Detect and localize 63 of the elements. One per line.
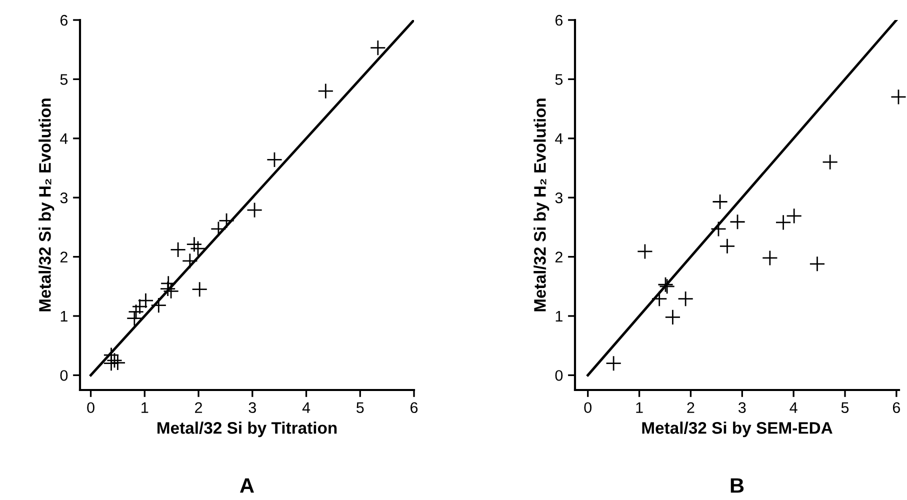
x-tick-label: 3 <box>738 402 746 414</box>
x-tick-label: 4 <box>302 402 310 413</box>
point <box>318 83 334 100</box>
point <box>106 352 122 368</box>
point <box>890 88 906 105</box>
y-tick-label: 1 <box>60 311 68 322</box>
point <box>163 283 180 300</box>
x-tick-label: 4 <box>790 402 798 413</box>
x-tick-label: 6 <box>410 402 418 414</box>
y-tick-label: 0 <box>555 370 563 381</box>
x-tick-label: 1 <box>636 402 643 413</box>
point <box>710 221 726 237</box>
x-tick-label: 6 <box>892 402 900 414</box>
point <box>730 214 746 230</box>
x-tick-label: 5 <box>356 402 364 414</box>
x-tick-label: 2 <box>687 402 694 413</box>
y-tick-label: 6 <box>60 14 68 26</box>
x-tick-label: 5 <box>841 402 849 414</box>
x-tick-label: 0 <box>87 402 94 414</box>
y-tick-label: 1 <box>556 311 562 322</box>
x-tick-label: 2 <box>195 402 202 413</box>
y-tick-label: 0 <box>60 370 68 381</box>
point <box>786 208 802 224</box>
y-axis-title: Metal/32 Si by H₂ Evolution <box>534 98 550 312</box>
x-tick-label: 3 <box>248 402 256 414</box>
y-tick-label: 2 <box>555 252 562 262</box>
point <box>192 281 208 298</box>
x-tick-label: 1 <box>142 402 148 413</box>
point <box>712 194 728 210</box>
point <box>186 236 202 252</box>
point <box>150 297 167 314</box>
y-tick-label: 3 <box>555 192 563 204</box>
point <box>762 250 778 266</box>
point <box>822 154 838 170</box>
point <box>126 310 142 326</box>
y-tick-label: 5 <box>555 74 563 85</box>
point <box>170 242 186 258</box>
point <box>809 256 826 272</box>
y-tick-label: 6 <box>555 14 563 26</box>
y-tick-label: 3 <box>60 192 68 204</box>
point <box>128 304 144 320</box>
x-axis-title: Metal/32 Si by SEM-EDA <box>642 422 832 438</box>
point <box>246 202 263 218</box>
x-axis-title: Metal/32 Si by Titration <box>158 422 337 438</box>
y-axis-title: Metal/32 Si by H₂ Evolution <box>38 98 54 312</box>
y-tick-label: 2 <box>60 252 68 262</box>
x-tick-label: 0 <box>584 402 592 414</box>
point <box>606 355 622 372</box>
point <box>182 252 198 269</box>
point <box>266 152 282 168</box>
y-tick-label: 5 <box>60 74 68 85</box>
text: A <box>240 478 254 493</box>
y-tick-label: 4 <box>60 133 68 144</box>
text: B <box>730 478 744 493</box>
point <box>678 290 694 307</box>
y-tick-label: 4 <box>555 133 563 144</box>
point <box>190 240 206 256</box>
point <box>636 243 653 260</box>
point <box>370 40 386 56</box>
point <box>110 354 126 371</box>
point <box>719 238 736 254</box>
point <box>664 309 681 326</box>
point <box>775 214 792 230</box>
